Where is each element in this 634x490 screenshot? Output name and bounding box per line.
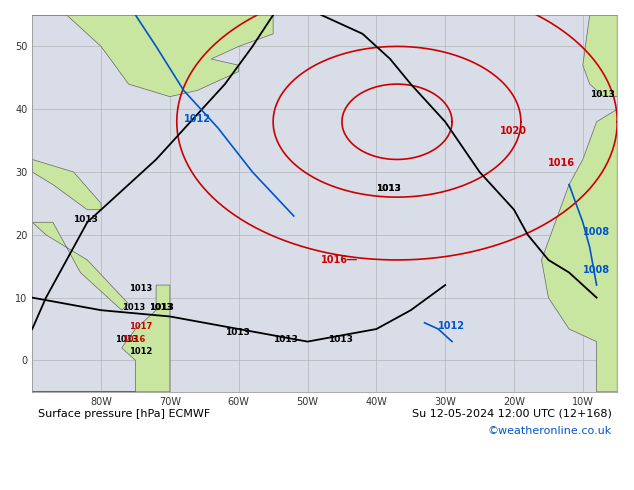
Text: 1012: 1012: [438, 321, 465, 331]
Text: 1008: 1008: [583, 227, 610, 237]
Text: 1012: 1012: [129, 347, 152, 356]
Polygon shape: [583, 15, 618, 97]
Text: Surface pressure [hPa] ECMWF: Surface pressure [hPa] ECMWF: [38, 409, 210, 419]
Text: 1016―: 1016―: [321, 255, 358, 265]
Text: 1013: 1013: [377, 184, 401, 193]
Text: 1013: 1013: [225, 328, 250, 337]
Text: 1013: 1013: [590, 90, 614, 98]
Text: 1013: 1013: [115, 335, 138, 343]
Text: 1008: 1008: [583, 265, 610, 274]
Text: 1013: 1013: [328, 335, 353, 343]
Polygon shape: [32, 222, 129, 310]
Polygon shape: [32, 15, 273, 97]
Text: 1013: 1013: [149, 303, 174, 312]
Text: 1013: 1013: [122, 303, 145, 312]
Text: ©weatheronline.co.uk: ©weatheronline.co.uk: [487, 426, 611, 436]
Text: 1020: 1020: [500, 126, 527, 136]
Text: 1016: 1016: [122, 335, 145, 343]
Text: 1013: 1013: [74, 215, 98, 224]
Polygon shape: [32, 159, 101, 210]
Text: 1012: 1012: [184, 114, 210, 124]
Polygon shape: [32, 285, 170, 392]
Text: 1013: 1013: [129, 284, 152, 294]
Polygon shape: [541, 109, 618, 392]
Text: 1013: 1013: [377, 184, 401, 193]
Text: 1013: 1013: [273, 335, 298, 343]
Text: Su 12-05-2024 12:00 UTC (12+168): Su 12-05-2024 12:00 UTC (12+168): [411, 409, 611, 419]
Text: 1016: 1016: [548, 158, 576, 168]
Text: 1017: 1017: [129, 322, 152, 331]
Text: 1013: 1013: [149, 303, 172, 312]
